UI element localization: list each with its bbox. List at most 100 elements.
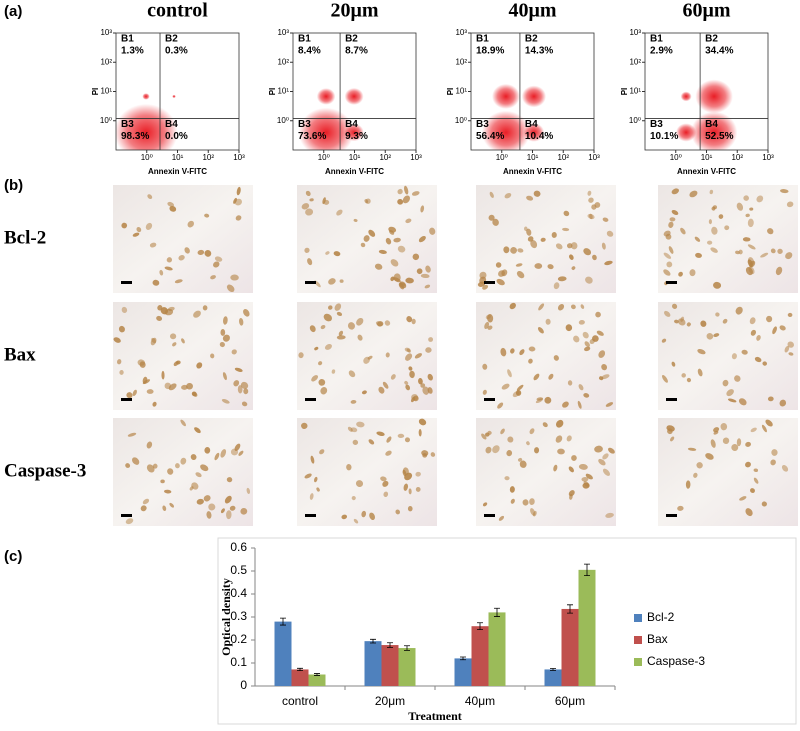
cell <box>602 217 609 222</box>
quadrant-name: B4 <box>705 119 718 130</box>
cell <box>202 305 208 311</box>
cell <box>700 320 707 327</box>
cell <box>578 384 584 391</box>
bar <box>308 674 326 686</box>
cell <box>510 247 517 254</box>
cell <box>223 316 228 325</box>
cell <box>749 260 756 268</box>
legend-label: Caspase-3 <box>647 654 705 668</box>
cell <box>210 275 216 280</box>
cell <box>697 368 703 377</box>
cell <box>489 191 494 198</box>
cell <box>230 448 239 456</box>
quadrant-name: B3 <box>650 119 663 130</box>
cell <box>402 469 407 477</box>
cell <box>592 254 597 261</box>
cell <box>745 508 753 517</box>
cell <box>374 263 383 270</box>
cell <box>238 450 244 456</box>
cell <box>591 204 597 210</box>
event-cloud <box>521 85 547 108</box>
quadrant-percent: 8.7% <box>345 46 368 57</box>
cell <box>121 306 128 313</box>
cell <box>482 284 489 290</box>
micrograph <box>476 418 616 526</box>
cell <box>605 402 614 407</box>
cell <box>587 213 595 220</box>
cell <box>360 242 366 248</box>
cell <box>412 253 420 261</box>
scale-bar <box>305 514 316 517</box>
cell <box>584 341 590 348</box>
cell <box>677 505 684 511</box>
cell <box>145 222 153 230</box>
cell <box>169 205 177 212</box>
cell <box>671 361 676 367</box>
event-cloud <box>481 110 530 150</box>
cell <box>139 361 146 368</box>
cell <box>382 480 389 487</box>
cell <box>518 458 523 462</box>
cell <box>509 302 516 310</box>
cell <box>487 314 494 323</box>
cell <box>680 227 686 235</box>
cell <box>429 227 436 235</box>
y-tick-label: 10⁰ <box>277 116 289 125</box>
cell <box>681 373 686 378</box>
cell <box>745 213 750 218</box>
cell <box>236 186 241 196</box>
quadrant-percent: 10.1% <box>650 131 678 142</box>
cell <box>418 418 427 426</box>
cell <box>545 318 551 325</box>
x-tick-label: 10⁰ <box>496 153 508 162</box>
cell <box>378 386 385 394</box>
cell <box>571 455 577 461</box>
cell <box>526 441 530 446</box>
cell <box>540 237 546 242</box>
y-tick-label: 10² <box>277 57 289 66</box>
cell <box>589 338 595 344</box>
scale-bar <box>305 398 316 401</box>
cell <box>328 278 336 285</box>
cell <box>781 464 789 472</box>
cell <box>181 384 188 390</box>
cell <box>136 226 142 233</box>
quadrant-percent: 52.5% <box>705 131 733 142</box>
cell <box>322 197 326 205</box>
cell <box>553 282 560 290</box>
cell <box>192 391 198 397</box>
cell <box>694 236 701 242</box>
cell <box>385 237 392 245</box>
event-cloud <box>142 93 150 100</box>
x-tick-label: 10² <box>379 153 391 162</box>
cell <box>582 331 589 339</box>
y-tick-label: 0.5 <box>230 563 247 577</box>
cell <box>197 249 205 255</box>
cell <box>243 388 249 395</box>
x-axis-label: Annexin V-FITC <box>325 167 384 176</box>
cell <box>385 450 392 456</box>
cell <box>336 209 343 216</box>
bar <box>364 641 382 686</box>
cell <box>568 466 574 473</box>
cell <box>397 433 405 438</box>
cell <box>193 310 201 318</box>
cell <box>222 372 227 381</box>
cell <box>338 330 344 336</box>
cell <box>226 284 235 293</box>
cell <box>352 439 359 445</box>
cell <box>126 392 133 399</box>
cell <box>346 464 352 471</box>
cell <box>169 333 177 340</box>
x-tick-label: 10¹ <box>349 153 361 162</box>
y-axis-label: Optical density <box>219 578 233 656</box>
cell <box>498 515 505 521</box>
cell <box>159 269 164 276</box>
cell <box>210 353 215 359</box>
cell <box>528 346 536 352</box>
error-bar <box>460 656 466 661</box>
cell <box>722 318 728 324</box>
cell <box>601 242 606 250</box>
quadrant-name: B1 <box>476 34 489 45</box>
cell <box>785 252 793 260</box>
